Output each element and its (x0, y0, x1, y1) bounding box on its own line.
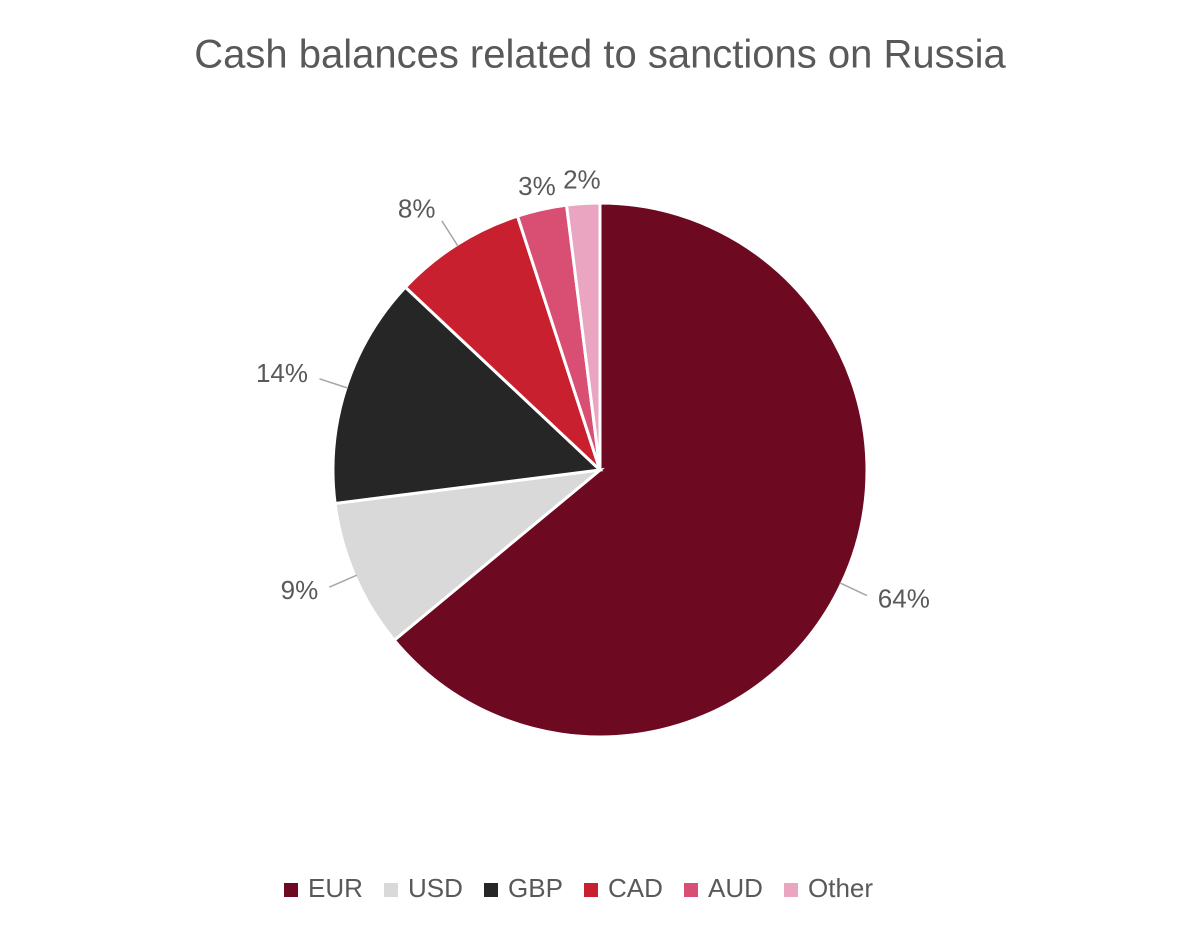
pie-slice (564, 201, 602, 471)
data-label: 64% (878, 584, 930, 614)
legend-label: Other (808, 873, 873, 903)
legend-swatch (484, 883, 498, 897)
legend-swatch (584, 883, 598, 897)
data-label: 14% (256, 358, 308, 388)
legend-label: EUR (308, 873, 363, 903)
leader-line (441, 220, 459, 247)
chart-title: Cash balances related to sanctions on Ru… (194, 33, 1006, 77)
legend-label: GBP (508, 873, 563, 903)
data-label: 3% (518, 171, 556, 201)
legend-swatch (784, 883, 798, 897)
legend-swatch (684, 883, 698, 897)
data-label: 8% (398, 194, 436, 224)
leader-line (319, 378, 349, 389)
data-label: 2% (563, 164, 601, 194)
legend-label: USD (408, 873, 463, 903)
legend-swatch (284, 883, 298, 897)
leader-line (839, 582, 868, 597)
data-label: 9% (281, 575, 319, 605)
legend-label: AUD (708, 873, 763, 903)
legend-label: CAD (608, 873, 663, 903)
leader-line (328, 574, 358, 588)
legend-swatch (384, 883, 398, 897)
